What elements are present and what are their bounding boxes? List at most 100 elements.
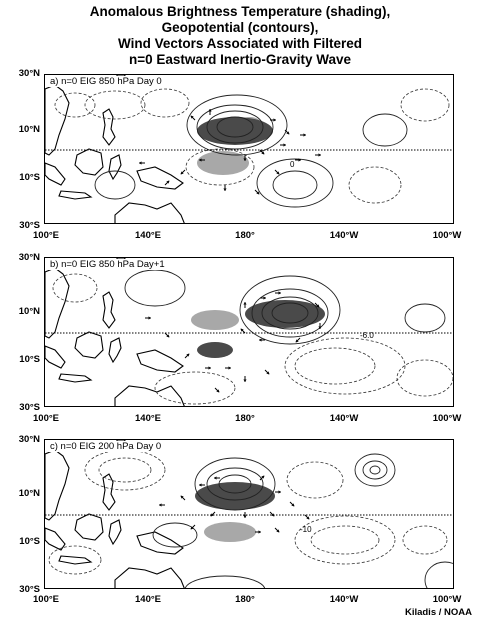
light-shading-a-0 — [197, 151, 249, 175]
wind-vector-a-10 — [139, 161, 145, 165]
wind-vector-a-13 — [295, 158, 301, 162]
dark-shading-a-0 — [197, 117, 273, 145]
contour-positive-c-8 — [424, 561, 453, 588]
wind-vector-b-12 — [264, 369, 270, 375]
wind-vector-a-3 — [284, 129, 290, 135]
lon-label-100e-b: 100°E — [33, 413, 59, 424]
contour-positive-c-6 — [152, 522, 198, 548]
contour-label-b: -6.0 — [360, 331, 374, 340]
wind-vector-a-2 — [270, 118, 276, 122]
coastline-b-5 — [108, 337, 122, 364]
wind-vector-c-6 — [243, 512, 247, 518]
panel-c-map: c) n=0 EIG 200 hPa Day 0 -10 — [44, 439, 454, 589]
coastline-c-4 — [58, 555, 93, 565]
contour-positive-c-0 — [194, 457, 276, 511]
coastline-a-6 — [136, 166, 184, 190]
lat-label-10s-c: 10°S — [19, 536, 40, 547]
lat-label-10n-b: 10°N — [18, 306, 40, 317]
contour-negative-a-2 — [185, 148, 255, 186]
wind-vector-b-14 — [145, 316, 151, 320]
wind-vector-c-0 — [199, 483, 205, 487]
lon-label-180-b: 180° — [235, 413, 255, 424]
coastline-c-2 — [74, 513, 104, 541]
light-shading-b-0 — [191, 310, 239, 330]
panel-c-plot: -10 — [45, 440, 453, 588]
coastline-a-5 — [108, 154, 122, 181]
lat-label-30n-c: 30°N — [18, 434, 40, 445]
lon-label-100e-a: 100°E — [33, 230, 59, 241]
coastline-c-7 — [114, 567, 185, 588]
wind-vector-a-16 — [254, 189, 260, 195]
wind-vector-c-9 — [255, 530, 261, 534]
contour-positive-c-1 — [206, 467, 264, 501]
contour-negative-c-2 — [286, 461, 344, 499]
panel-b-map: b) n=0 EIG 850 hPa Day+1 -6.0 — [44, 257, 454, 407]
contour-positive-a-4 — [256, 158, 334, 208]
wind-vector-c-3 — [275, 490, 281, 494]
coastline-c-3 — [45, 527, 66, 551]
wind-vector-c-1 — [214, 476, 220, 480]
contour-negative-c-1 — [98, 457, 152, 483]
coastline-c-5 — [108, 519, 122, 546]
title-line-1: Anomalous Brightness Temperature (shadin… — [89, 4, 391, 19]
lon-label-140e-c: 140°E — [135, 594, 161, 605]
lon-label-140e-b: 140°E — [135, 413, 161, 424]
wind-vector-a-9 — [180, 169, 186, 175]
panel-a-label: a) n=0 EIG 850 hPa Day 0 — [48, 76, 164, 87]
wind-vector-a-1 — [208, 109, 212, 115]
lon-label-100w-b: 100°W — [432, 413, 462, 424]
dark-shading-b-1 — [197, 342, 233, 358]
coastline-a-2 — [74, 148, 104, 176]
lat-label-30s-c: 30°S — [19, 584, 40, 595]
light-shading-c-0 — [204, 522, 256, 542]
wind-vector-b-13 — [164, 332, 170, 338]
contour-positive-b-1 — [261, 296, 319, 330]
wind-vector-a-12 — [274, 169, 280, 175]
wind-vector-c-5 — [269, 511, 275, 517]
contour-positive-c-4 — [362, 460, 388, 480]
contour-positive-a-6 — [94, 170, 136, 200]
wind-vector-c-11 — [304, 514, 310, 520]
coastline-b-7 — [114, 385, 185, 406]
wind-vector-a-0 — [190, 115, 196, 121]
wind-vector-b-8 — [225, 366, 231, 370]
wind-vector-b-9 — [205, 366, 211, 370]
wind-vector-b-1 — [260, 296, 266, 300]
wind-vector-c-10 — [274, 527, 280, 533]
wind-vector-c-8 — [190, 524, 196, 530]
wind-vector-b-2 — [275, 291, 281, 295]
lat-label-30s-b: 30°S — [19, 402, 40, 413]
lon-label-180-a: 180° — [235, 230, 255, 241]
coastline-c-0 — [45, 449, 70, 521]
wind-vector-b-5 — [295, 337, 301, 343]
lon-label-140e-a: 140°E — [135, 230, 161, 241]
panel-c-label: c) n=0 EIG 200 hPa Day 0 — [48, 441, 164, 452]
wind-vector-b-15 — [214, 387, 220, 393]
contour-negative-b-2 — [52, 273, 98, 303]
wind-vector-a-7 — [243, 155, 247, 161]
wind-vector-a-8 — [199, 158, 205, 162]
contour-positive-a-3 — [186, 94, 288, 156]
lat-label-10n-c: 10°N — [18, 488, 40, 499]
coastline-a-4 — [58, 190, 93, 200]
coastline-b-1 — [102, 291, 116, 329]
title-line-2: Geopotential (contours), — [161, 20, 319, 35]
contour-positive-c-5 — [369, 465, 381, 475]
contour-positive-c-2 — [218, 474, 252, 494]
contour-positive-b-4 — [124, 269, 186, 307]
wind-vector-b-11 — [243, 376, 247, 382]
coastline-b-2 — [74, 331, 104, 359]
contour-negative-a-0 — [140, 88, 190, 118]
contour-positive-b-0 — [251, 288, 329, 338]
panel-a-plot: 0 — [45, 75, 453, 223]
wind-vector-a-11 — [164, 180, 170, 186]
contour-negative-a-4 — [400, 88, 450, 122]
coastline-b-3 — [45, 345, 66, 369]
wind-vector-c-2 — [259, 475, 265, 481]
lat-label-30s-a: 30°S — [19, 220, 40, 231]
contour-negative-c-4 — [310, 525, 380, 555]
contour-negative-a-3 — [348, 166, 402, 204]
wind-vector-c-7 — [210, 511, 216, 517]
wind-vector-b-4 — [318, 323, 322, 329]
contour-positive-c-7 — [184, 575, 266, 588]
